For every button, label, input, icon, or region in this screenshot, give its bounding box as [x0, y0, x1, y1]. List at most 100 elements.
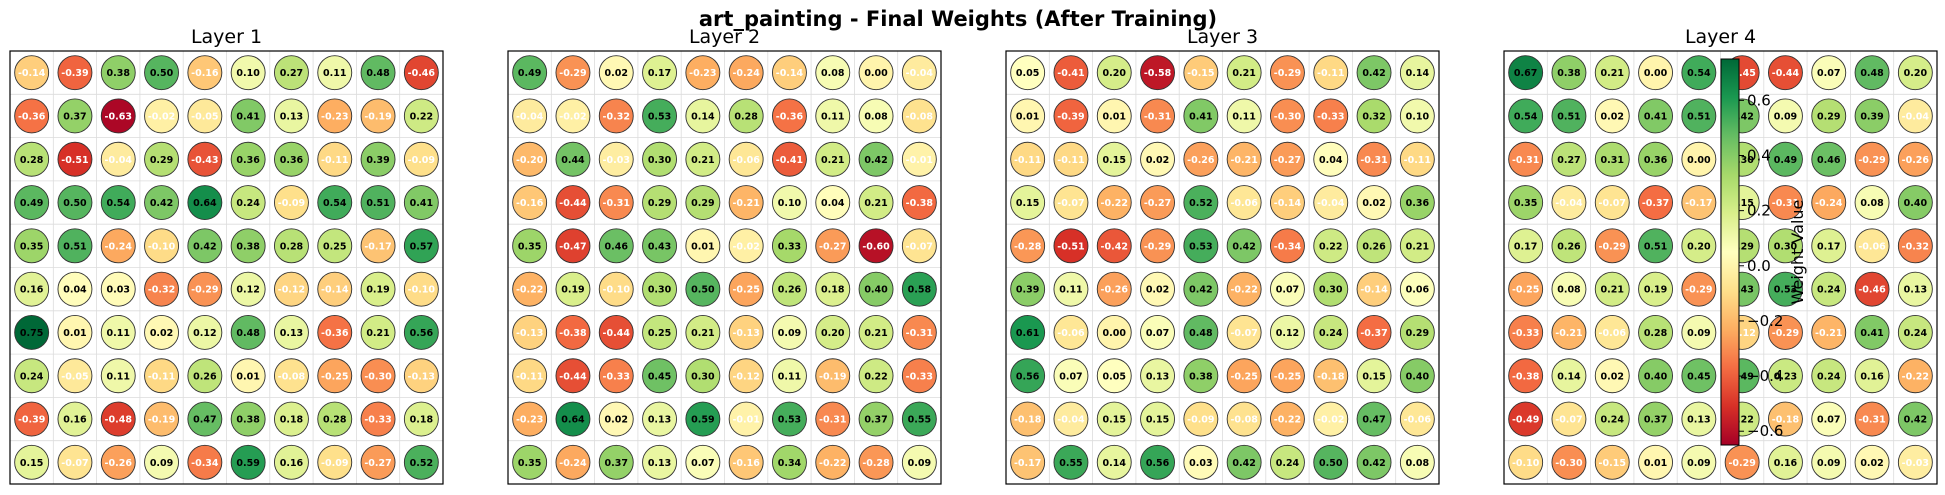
weight-label: -0.31 [1772, 198, 1799, 209]
weight-cell: -0.06 [1399, 401, 1435, 437]
weight-label: 0.20 [1103, 68, 1127, 79]
weight-circle [1096, 55, 1132, 91]
weight-cell: -0.25 [1269, 358, 1305, 394]
panel-layer-4: Layer 4 0.67 0.38 0.21 0.00 0.54 -0.45 -0.44 0.0… [1503, 26, 1938, 485]
weight-circle [1269, 271, 1305, 307]
weight-label: -0.13 [732, 328, 759, 339]
weight-cell: 0.21 [1226, 55, 1262, 91]
weight-cell: 0.53 [1767, 271, 1803, 307]
weight-label: 0.42 [150, 198, 173, 209]
weight-cell: 0.42 [1356, 444, 1392, 480]
weight-circle [1594, 228, 1630, 264]
weight-circle [555, 444, 591, 480]
weight-cell: 0.48 [1183, 315, 1219, 350]
weight-cell: 0.38 [1551, 55, 1587, 91]
weight-label: 0.42 [1232, 458, 1255, 469]
weight-cell: 0.25 [317, 228, 353, 264]
weight-circle [1183, 358, 1219, 394]
weight-cell: 0.20 [1897, 55, 1933, 91]
weight-label: -0.22 [1902, 371, 1929, 382]
weight-cell: 0.41 [1183, 98, 1219, 134]
weight-cell: -0.08 [274, 358, 309, 394]
weight-circle [14, 358, 50, 394]
panel-layer-2: Layer 2 0.49 -0.29 0.02 0.17 -0.23 -0.24 -0.14 0… [507, 26, 942, 485]
weight-cell: -0.24 [728, 55, 764, 91]
weight-circle [1096, 271, 1132, 307]
weight-circle [1053, 358, 1089, 394]
weight-cell: -0.14 [317, 271, 353, 307]
weight-cell: 0.54 [100, 185, 136, 221]
weight-label: 0.42 [1730, 111, 1753, 122]
weight-label: -0.51 [1057, 241, 1084, 252]
weight-circle [230, 185, 266, 221]
weight-cell: 0.56 [403, 315, 439, 350]
panel-layer-3: Layer 3 0.05 -0.41 0.20 -0.58 -0.15 0.21 -0.29 -… [1005, 26, 1440, 485]
weight-circle [1897, 401, 1933, 437]
colorbar-tick-label: −0.2 [1747, 312, 1783, 330]
weight-label: -0.22 [819, 458, 846, 469]
weight-cell: -0.25 [1226, 358, 1262, 394]
weight-circle [360, 358, 396, 394]
weight-circle [403, 315, 439, 350]
weight-circle [728, 228, 764, 264]
weight-label: 0.01 [236, 371, 259, 382]
weight-cell: 0.38 [230, 401, 266, 437]
weight-circle [1356, 98, 1392, 134]
weight-circle [901, 315, 937, 350]
weight-cell: 0.24 [1313, 315, 1349, 350]
weight-cell: -0.25 [1508, 271, 1544, 307]
weight-label: 0.40 [864, 285, 888, 296]
weight-circle [772, 55, 807, 91]
weight-circle [1226, 55, 1262, 91]
panel-title: Layer 1 [191, 26, 262, 48]
weight-cell: 0.47 [1356, 401, 1392, 437]
weight-cell: -0.26 [1183, 141, 1219, 177]
weight-label: 0.53 [1774, 285, 1797, 296]
weight-circle [555, 141, 591, 177]
weight-label: 0.41 [1860, 328, 1883, 339]
weight-label: -0.21 [1230, 155, 1257, 166]
weight-circle [1269, 141, 1305, 177]
weight-cell: 0.29 [144, 141, 180, 177]
weight-circle [598, 98, 634, 134]
weight-circle [230, 358, 266, 394]
weight-label: -0.11 [148, 371, 175, 382]
weight-circle [187, 185, 223, 221]
weight-label: 0.03 [107, 285, 130, 296]
weight-label: -0.32 [603, 111, 630, 122]
weight-circle [1226, 444, 1262, 480]
weight-circle [1183, 444, 1219, 480]
weight-circle [685, 98, 721, 134]
weight-circle [1140, 185, 1176, 221]
weight-label: 0.37 [864, 415, 887, 426]
weight-label: 0.20 [821, 328, 845, 339]
weight-label: 0.56 [410, 328, 434, 339]
weight-label: 0.04 [821, 198, 845, 209]
weight-label: -0.45 [1728, 68, 1755, 79]
weight-label: 0.52 [410, 458, 433, 469]
weight-cell: -0.42 [1096, 228, 1132, 264]
weight-circle [187, 358, 223, 394]
weight-label: 0.09 [778, 328, 801, 339]
weight-label: -0.04 [516, 111, 544, 122]
weight-circle [1594, 358, 1630, 394]
weight-cell: -0.21 [1811, 315, 1847, 350]
weight-label: 0.11 [1232, 111, 1255, 122]
weight-label: 0.21 [1601, 68, 1624, 79]
weight-cell: 0.28 [317, 401, 353, 437]
weight-cell: 0.19 [360, 271, 396, 307]
weight-circle [1096, 444, 1132, 480]
weight-circle [772, 358, 807, 394]
weight-circle [642, 228, 677, 264]
weight-circle [1096, 401, 1132, 437]
weight-cell: 0.35 [512, 444, 548, 480]
weight-circle [144, 55, 180, 91]
weight-label: 0.51 [1687, 111, 1710, 122]
weight-label: -0.11 [321, 155, 348, 166]
weight-label: 0.12 [1276, 328, 1299, 339]
weight-label: 0.30 [648, 285, 672, 296]
weight-circle [858, 141, 894, 177]
weight-cell: 0.26 [1551, 228, 1587, 264]
weight-label: 0.46 [1817, 155, 1841, 166]
